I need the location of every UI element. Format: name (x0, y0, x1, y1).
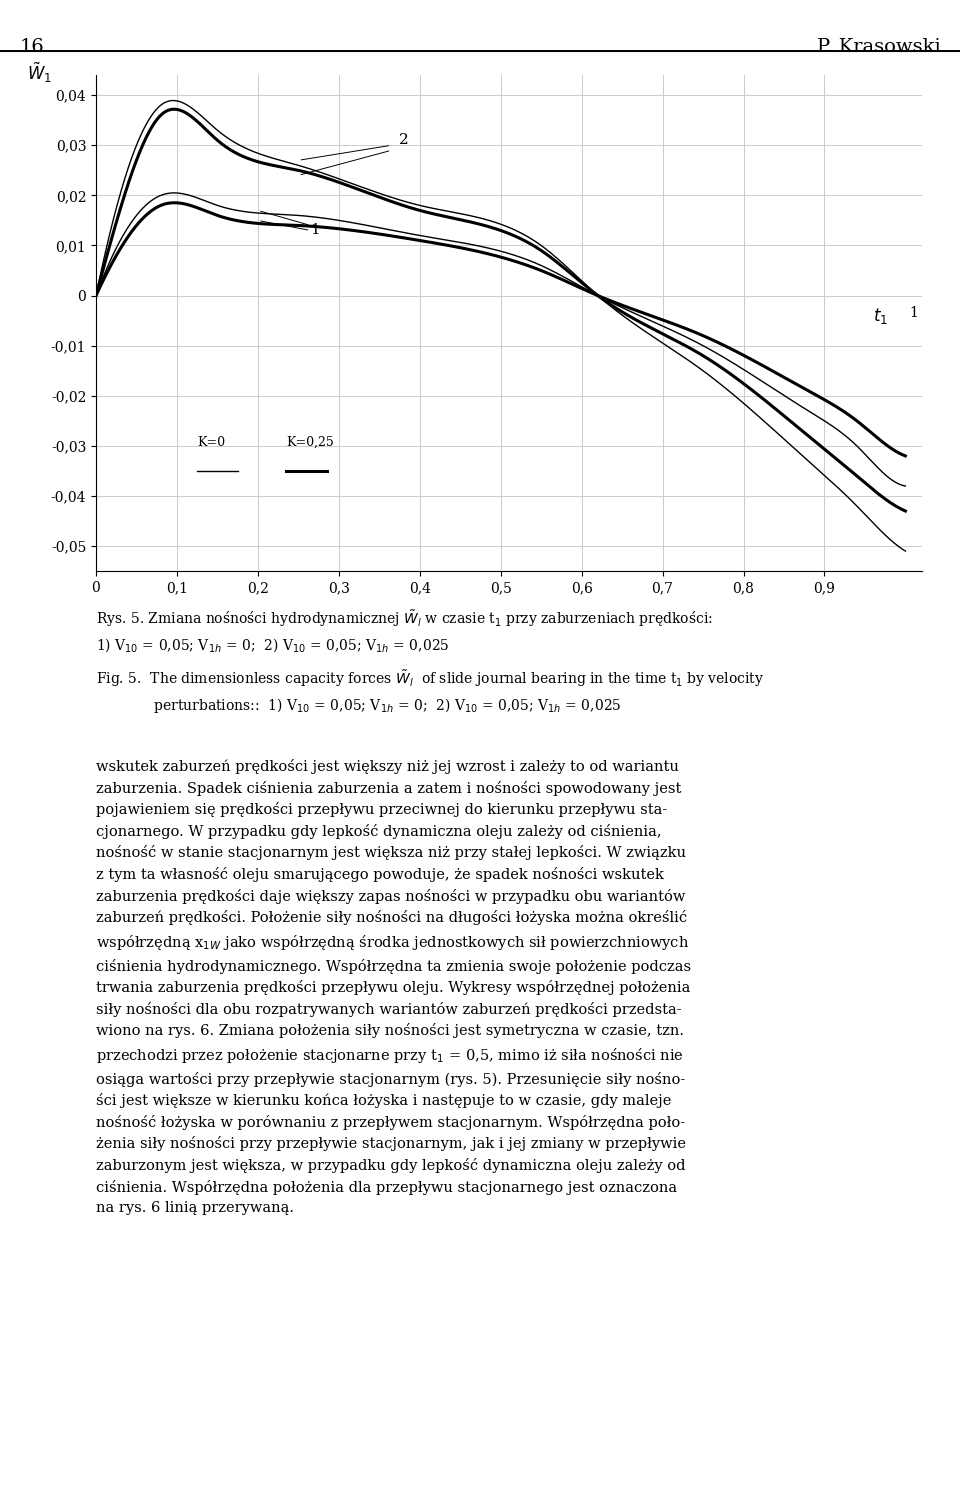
Text: wskutek zaburzeń prędkości jest większy niż jej wzrost i zależy to od wariantu
z: wskutek zaburzeń prędkości jest większy … (96, 759, 691, 1214)
Text: 2: 2 (398, 134, 408, 147)
Text: P. Krasowski: P. Krasowski (817, 38, 941, 56)
Text: Fig. 5.  The dimensionless capacity forces $\tilde{W}_l$  of slide journal beari: Fig. 5. The dimensionless capacity force… (96, 669, 764, 715)
Text: 1: 1 (310, 224, 320, 237)
Text: 16: 16 (19, 38, 44, 56)
Text: $t_1$: $t_1$ (873, 305, 888, 326)
Text: 1: 1 (909, 305, 919, 320)
Text: $\tilde{W}_1$: $\tilde{W}_1$ (27, 60, 52, 86)
Text: K=0,25: K=0,25 (286, 436, 334, 449)
Text: K=0: K=0 (197, 436, 226, 449)
Text: Rys. 5. Zmiana nośności hydrodynamicznej $\tilde{W}_l$ w czasie t$_1$ przy zabur: Rys. 5. Zmiana nośności hydrodynamicznej… (96, 609, 712, 654)
